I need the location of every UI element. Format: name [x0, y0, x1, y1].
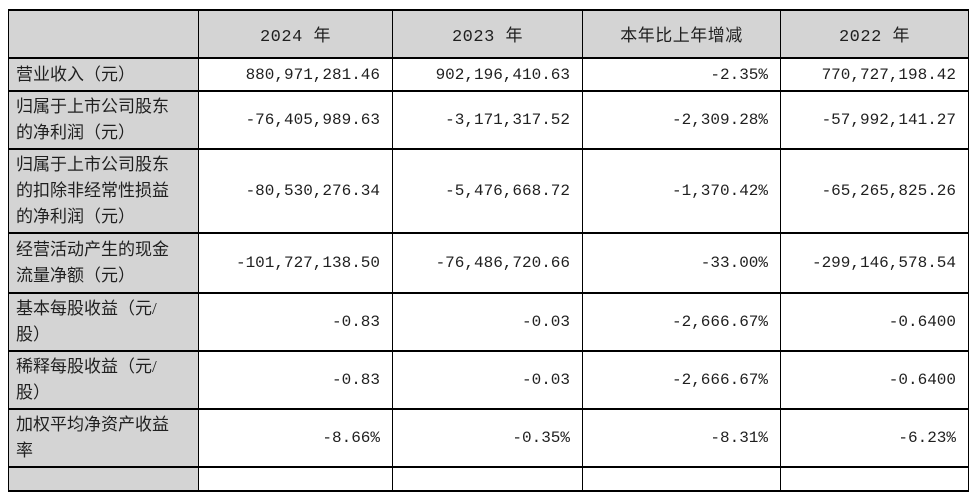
cell-value	[198, 466, 393, 492]
cell-value: -76,405,989.63	[198, 90, 393, 150]
table-row: 营业收入（元） 880,971,281.46 902,196,410.63 -2.35…	[8, 57, 969, 92]
cell-value: -0.03	[392, 292, 583, 352]
row-label: 归属于上市公司股东 的净利润（元）	[8, 90, 199, 150]
cell-value: -101,727,138.50	[198, 232, 393, 294]
table-row: 归属于上市公司股东 的净利润（元） -76,405,989.63 -3,171,31…	[8, 90, 969, 150]
cell-value: -33.00%	[582, 232, 781, 294]
table-row: 归属于上市公司股东 的扣除非经常性损益 的净利润（元） -80,530,276.3…	[8, 148, 969, 234]
column-header-yoy-change: 本年比上年增减	[582, 9, 781, 59]
cell-value: -65,265,825.26	[780, 148, 969, 234]
column-header-2022: 2022 年	[780, 9, 969, 59]
cell-value: -2,666.67%	[582, 350, 781, 410]
cell-value: -76,486,720.66	[392, 232, 583, 294]
row-label: 归属于上市公司股东 的扣除非经常性损益 的净利润（元）	[8, 148, 199, 234]
cell-value: -3,171,317.52	[392, 90, 583, 150]
row-label: 加权平均净资产收益 率	[8, 408, 199, 468]
table-row-partial	[8, 466, 969, 492]
table-row: 基本每股收益（元/ 股） -0.83 -0.03 -2,666.67% -0.6400	[8, 292, 969, 352]
table-row: 经营活动产生的现金 流量净额（元） -101,727,138.50 -76,486,…	[8, 232, 969, 294]
cell-value: -0.83	[198, 350, 393, 410]
header-row: 2024 年 2023 年 本年比上年增减 2022 年	[8, 9, 969, 59]
cell-value: -0.03	[392, 350, 583, 410]
cell-value: -2,666.67%	[582, 292, 781, 352]
row-label	[8, 466, 199, 492]
cell-value	[582, 466, 781, 492]
cell-value: -0.35%	[392, 408, 583, 468]
row-label: 经营活动产生的现金 流量净额（元）	[8, 232, 199, 294]
cell-value: 902,196,410.63	[392, 57, 583, 92]
cell-value: -2,309.28%	[582, 90, 781, 150]
cell-value: -80,530,276.34	[198, 148, 393, 234]
cell-value: -5,476,668.72	[392, 148, 583, 234]
cell-value: 880,971,281.46	[198, 57, 393, 92]
column-header-2023: 2023 年	[392, 9, 583, 59]
cell-value: -1,370.42%	[582, 148, 781, 234]
cell-value: -8.66%	[198, 408, 393, 468]
cell-value: -8.31%	[582, 408, 781, 468]
cell-value: -299,146,578.54	[780, 232, 969, 294]
table-row: 加权平均净资产收益 率 -8.66% -0.35% -8.31% -6.23%	[8, 408, 969, 468]
financial-summary-table: 2024 年 2023 年 本年比上年增减 2022 年 营业收入（元） 880,…	[8, 9, 969, 492]
cell-value: -2.35%	[582, 57, 781, 92]
row-label: 稀释每股收益（元/ 股）	[8, 350, 199, 410]
row-label: 营业收入（元）	[8, 57, 199, 92]
cell-value: -6.23%	[780, 408, 969, 468]
cell-value	[392, 466, 583, 492]
cell-value: -0.6400	[780, 292, 969, 352]
cell-value: -0.83	[198, 292, 393, 352]
table-row: 稀释每股收益（元/ 股） -0.83 -0.03 -2,666.67% -0.6400	[8, 350, 969, 410]
cell-value: -0.6400	[780, 350, 969, 410]
column-header-blank	[8, 9, 199, 59]
cell-value: -57,992,141.27	[780, 90, 969, 150]
cell-value	[780, 466, 969, 492]
table-body: 营业收入（元） 880,971,281.46 902,196,410.63 -2.35…	[8, 57, 969, 492]
row-label: 基本每股收益（元/ 股）	[8, 292, 199, 352]
cell-value: 770,727,198.42	[780, 57, 969, 92]
column-header-2024: 2024 年	[198, 9, 393, 59]
